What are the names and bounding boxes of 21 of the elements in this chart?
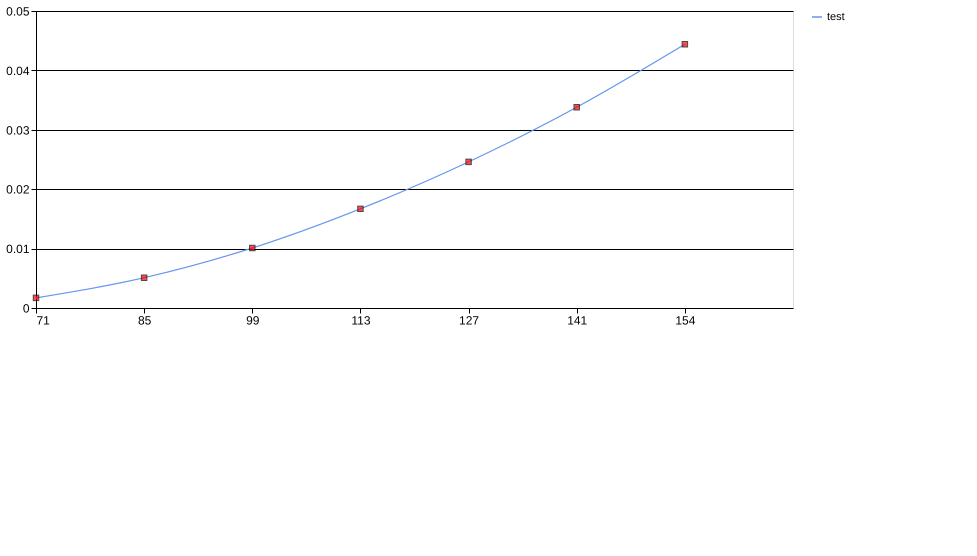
point [357,206,364,212]
point [682,41,688,48]
legend-label: test [827,11,845,23]
x-tick-label: 71 [36,314,50,328]
point [465,158,472,166]
x-tick-label: 113 [351,314,371,328]
y-tick-label: 0.01 [6,242,30,256]
x-tick-label: 127 [459,314,480,328]
point [140,274,148,281]
point [573,104,580,110]
y-tick-label: 0.03 [6,123,30,138]
y-tick-label: 0.05 [6,4,30,18]
x-tick-label: 99 [246,314,260,328]
x-tick-label: 141 [567,314,588,328]
y-tick-label: 0 [22,302,30,316]
y-tick-label: 0.02 [6,182,30,197]
y-tick-label: 0.04 [6,64,30,78]
x-tick-label: 85 [138,314,152,328]
x-tick-label: 154 [675,314,696,328]
point [249,244,256,252]
point [32,294,40,302]
